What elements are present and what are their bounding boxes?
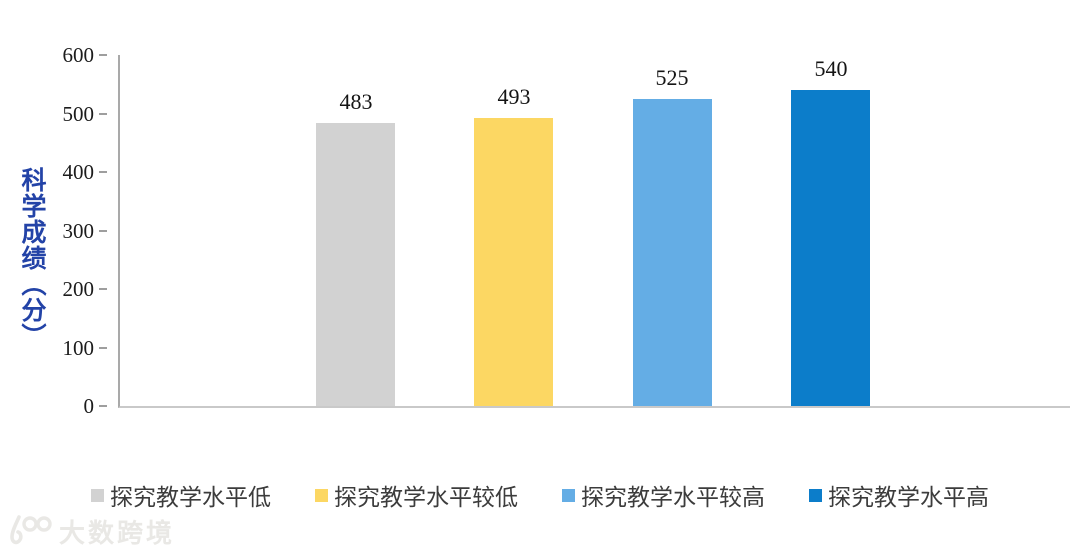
watermark: 大数跨境 bbox=[8, 513, 175, 549]
legend: 探究教学水平低 探究教学水平较低 探究教学水平较高 探究教学水平高 bbox=[0, 478, 1080, 512]
bar bbox=[791, 90, 870, 406]
bar bbox=[474, 118, 553, 406]
y-tick-mark bbox=[99, 171, 107, 173]
bar-value-label: 493 bbox=[497, 84, 531, 109]
y-tick-label: 300 bbox=[62, 218, 95, 243]
y-tick-mark bbox=[99, 112, 107, 115]
bar bbox=[633, 99, 712, 406]
legend-item: 探究教学水平高 bbox=[809, 478, 989, 512]
plot-area bbox=[118, 55, 1070, 408]
y-tick-mark bbox=[99, 229, 107, 232]
y-tick-label: 500 bbox=[62, 101, 95, 126]
legend-swatch-icon bbox=[562, 488, 575, 502]
legend-swatch-icon bbox=[315, 488, 328, 502]
watermark-100-rings-logo-icon bbox=[10, 515, 52, 545]
legend-item: 探究教学水平较低 bbox=[315, 478, 518, 512]
bar bbox=[316, 123, 395, 406]
y-tick-mark bbox=[99, 405, 107, 407]
legend-swatch-icon bbox=[809, 488, 822, 502]
bar-value-label: 483 bbox=[339, 89, 373, 114]
legend-item-label: 探究教学水平低 bbox=[110, 485, 271, 511]
legend-item: 探究教学水平低 bbox=[91, 478, 271, 512]
legend-item-label: 探究教学水平较高 bbox=[581, 485, 765, 511]
y-tick-label: 600 bbox=[62, 43, 95, 67]
y-tick-label: 400 bbox=[62, 160, 95, 184]
legend-item-label: 探究教学水平高 bbox=[828, 485, 989, 511]
bar-value-label: 525 bbox=[655, 65, 689, 90]
y-tick-mark bbox=[99, 346, 107, 349]
legend-item-label: 探究教学水平较低 bbox=[334, 485, 518, 511]
y-tick-mark bbox=[99, 54, 107, 56]
y-tick-mark bbox=[99, 288, 107, 290]
watermark-text: 大数跨境 bbox=[59, 518, 176, 549]
legend-item: 探究教学水平较高 bbox=[562, 478, 765, 512]
y-tick-label: 200 bbox=[62, 277, 95, 301]
bar-value-label: 540 bbox=[814, 56, 848, 81]
legend-swatch-icon bbox=[91, 488, 104, 502]
y-axis-title: 科学成绩（分） bbox=[18, 166, 47, 349]
y-tick-label: 0 bbox=[83, 394, 95, 418]
y-tick-label: 100 bbox=[62, 335, 95, 360]
